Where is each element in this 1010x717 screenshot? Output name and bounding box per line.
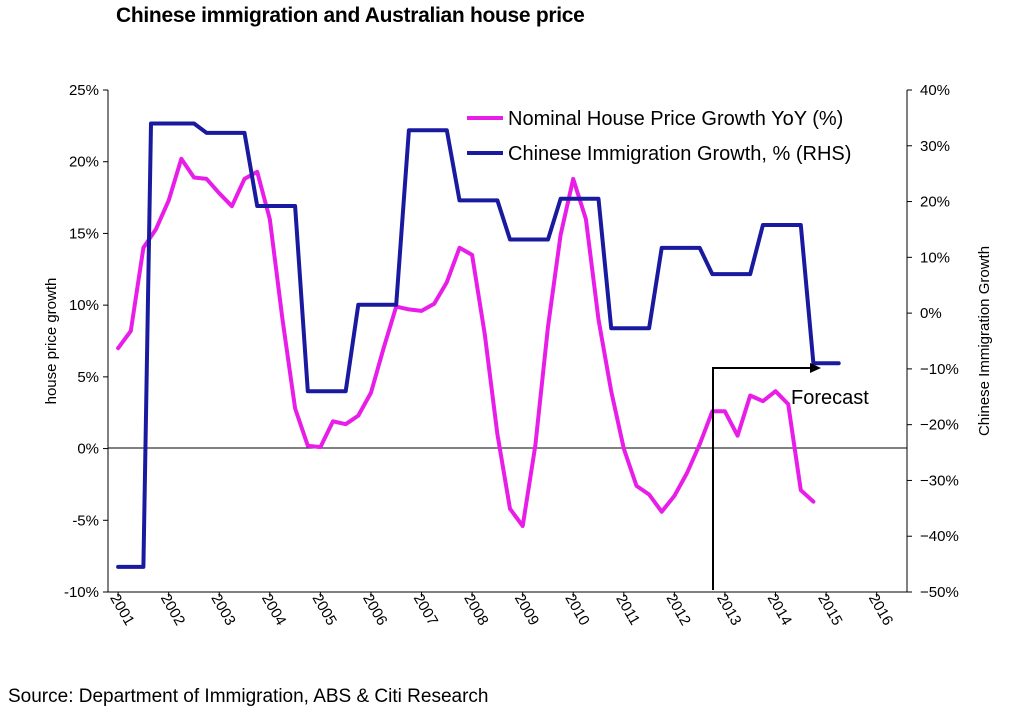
forecast-label: Forecast <box>791 387 869 409</box>
x-tick-label: 2005 <box>309 591 340 628</box>
x-axis-ticks: 2001 2002 2003 2004 2005 2006 2007 2008 2009 2010… <box>106 591 896 628</box>
left-tick-label: 5% <box>77 369 99 386</box>
right-tick-label: −20% <box>920 417 959 434</box>
x-tick-label: 2004 <box>258 591 289 628</box>
right-tick-label: 20% <box>920 194 950 211</box>
right-tick-label: 0% <box>920 305 942 322</box>
x-tick-label: 2006 <box>359 591 390 628</box>
x-tick-label: 2010 <box>561 591 592 628</box>
x-tick-label: 2016 <box>865 591 896 628</box>
series-layer <box>116 121 841 569</box>
source-note: Source: Department of Immigration, ABS &… <box>8 686 489 707</box>
legend-label-immigration: Chinese Immigration Growth, % (RHS) <box>508 143 851 165</box>
x-tick-label: 2013 <box>713 591 744 628</box>
x-tick-label: 2008 <box>460 591 491 628</box>
legend-label-house-price: Nominal House Price Growth YoY (%) <box>508 108 843 130</box>
legend: Nominal House Price Growth YoY (%) Chine… <box>467 108 851 165</box>
left-tick-label: 0% <box>77 441 99 458</box>
left-tick-label: 10% <box>69 297 99 314</box>
x-tick-label: 2014 <box>764 591 795 628</box>
series-line-house-price <box>116 156 816 528</box>
x-tick-label: 2001 <box>106 591 137 628</box>
left-tick-label: 15% <box>69 225 99 242</box>
series-line-immigration <box>116 121 841 569</box>
right-tick-label: −40% <box>920 528 959 545</box>
forecast-arrow-head <box>810 363 821 373</box>
left-tick-label: -10% <box>64 584 99 601</box>
x-tick-label: 2002 <box>157 591 188 628</box>
x-tick-label: 2009 <box>511 591 542 628</box>
left-axis-ticks: 25% 20% 15% 10% 5% 0% -5% -10% <box>64 82 108 601</box>
right-tick-label: −30% <box>920 472 959 489</box>
right-tick-label: 40% <box>920 82 950 99</box>
right-tick-label: 30% <box>920 138 950 155</box>
left-axis-label: house price growth <box>43 278 60 405</box>
right-axis-label: Chinese Immigration Growth <box>976 246 993 436</box>
x-tick-label: 2012 <box>663 591 694 628</box>
right-tick-label: −50% <box>920 584 959 601</box>
left-tick-label: 20% <box>69 154 99 171</box>
page-title: Chinese immigration and Australian house… <box>116 4 585 27</box>
left-tick-label: 25% <box>69 82 99 99</box>
x-tick-label: 2007 <box>410 591 441 628</box>
x-tick-label: 2011 <box>612 592 643 628</box>
right-tick-label: 10% <box>920 249 950 266</box>
forecast-arrow-line <box>712 367 812 590</box>
right-tick-label: −10% <box>920 361 959 378</box>
x-tick-label: 2003 <box>207 591 238 628</box>
right-axis-ticks: 40% 30% 20% 10% 0% −10% −20% −30% −40% −50% <box>907 82 959 601</box>
left-tick-label: -5% <box>72 512 99 529</box>
x-tick-label: 2015 <box>814 591 845 628</box>
